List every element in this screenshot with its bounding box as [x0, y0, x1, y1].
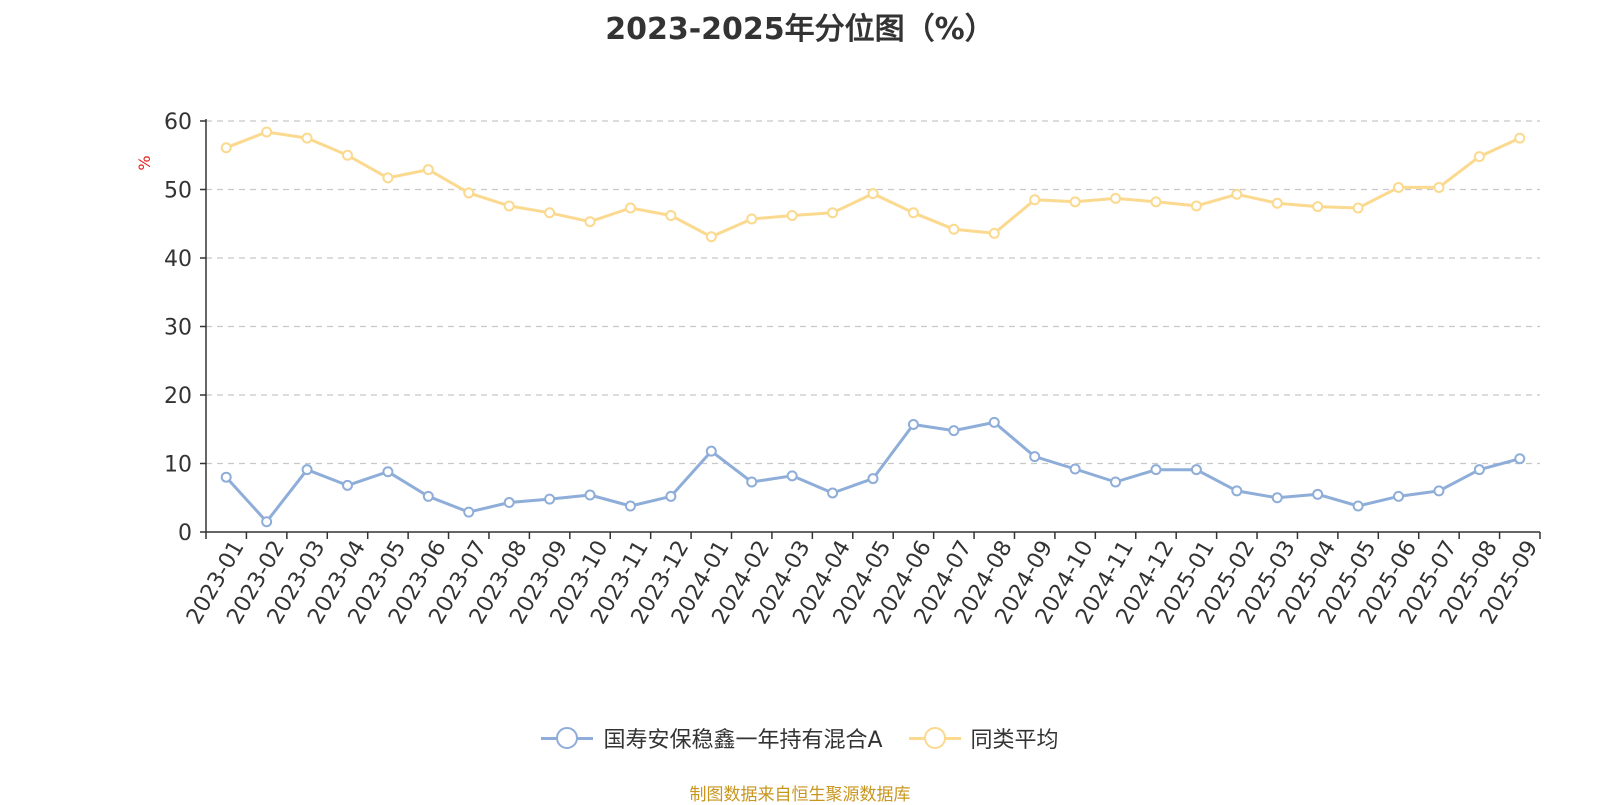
source-note: 制图数据来自恒生聚源数据库 — [689, 785, 911, 805]
series-layer — [220, 126, 1526, 528]
axes: 01020304050602023-012023-022023-032023-0… — [164, 110, 1543, 629]
y-tick-label-30: 30 — [164, 316, 192, 341]
point-1-2023-06 — [422, 164, 434, 176]
point-1-2023-03 — [301, 132, 313, 144]
y-tick-label-10: 10 — [164, 453, 192, 478]
point-1-2024-06 — [907, 207, 919, 219]
point-1-2024-04 — [827, 207, 839, 219]
point-0-2023-03 — [301, 464, 313, 476]
point-1-2025-04 — [1312, 201, 1324, 213]
point-0-2023-08 — [503, 497, 515, 509]
point-0-2023-06 — [422, 490, 434, 502]
point-0-2023-07 — [463, 506, 475, 518]
point-1-2024-11 — [1110, 192, 1122, 204]
point-1-2024-12 — [1150, 196, 1162, 208]
point-0-2023-04 — [341, 479, 353, 491]
point-0-2025-01 — [1190, 464, 1202, 476]
grid-lines — [206, 120, 1540, 465]
legend-swatch-average — [908, 725, 961, 751]
point-0-2024-02 — [746, 476, 758, 488]
legend: 国寿安保稳鑫一年持有混合A 同类平均 — [0, 722, 1600, 754]
series-line-1 — [225, 130, 1521, 239]
chart-title: 2023-2025年分位图（%） — [605, 12, 995, 47]
legend-swatch-fund — [541, 725, 594, 751]
point-0-2023-12 — [665, 490, 677, 502]
point-1-2024-01 — [705, 231, 717, 243]
point-1-2025-08 — [1473, 151, 1485, 163]
point-0-2024-06 — [907, 418, 919, 430]
point-0-2025-07 — [1433, 485, 1445, 497]
point-0-2023-01 — [220, 471, 232, 483]
point-1-2025-09 — [1514, 132, 1526, 144]
point-1-2025-01 — [1190, 200, 1202, 212]
point-0-2025-02 — [1231, 485, 1243, 497]
point-1-2025-02 — [1231, 188, 1243, 200]
y-tick-label-0: 0 — [178, 521, 192, 546]
point-1-2024-09 — [1029, 194, 1041, 206]
legend-item-average[interactable]: 同类平均 — [908, 722, 1059, 754]
point-0-2023-10 — [584, 489, 596, 501]
point-0-2023-11 — [624, 500, 636, 512]
series-line-0 — [225, 420, 1521, 524]
point-0-2025-03 — [1271, 492, 1283, 504]
point-0-2024-09 — [1029, 451, 1041, 463]
legend-item-fund[interactable]: 国寿安保稳鑫一年持有混合A — [541, 722, 883, 754]
y-tick-label-40: 40 — [164, 247, 192, 272]
point-1-2024-05 — [867, 188, 879, 200]
point-1-2023-11 — [624, 202, 636, 214]
point-0-2024-01 — [705, 445, 717, 457]
point-1-2024-08 — [988, 227, 1000, 239]
point-0-2024-08 — [988, 416, 1000, 428]
point-1-2025-06 — [1393, 181, 1405, 193]
point-0-2025-09 — [1514, 453, 1526, 465]
y-tick-label-50: 50 — [164, 179, 192, 204]
point-0-2025-06 — [1393, 490, 1405, 502]
point-1-2023-04 — [341, 149, 353, 161]
point-1-2024-10 — [1069, 196, 1081, 208]
point-1-2025-03 — [1271, 197, 1283, 209]
point-1-2024-03 — [786, 210, 798, 222]
y-tick-label-60: 60 — [164, 110, 192, 135]
point-0-2024-11 — [1110, 476, 1122, 488]
point-1-2023-08 — [503, 200, 515, 212]
point-0-2024-12 — [1150, 464, 1162, 476]
point-1-2024-07 — [948, 223, 960, 235]
point-0-2024-05 — [867, 473, 879, 485]
point-0-2025-08 — [1473, 464, 1485, 476]
point-0-2025-04 — [1312, 488, 1324, 500]
point-0-2024-10 — [1069, 463, 1081, 475]
point-0-2024-04 — [827, 487, 839, 499]
point-0-2023-05 — [382, 466, 394, 478]
point-1-2023-07 — [463, 187, 475, 199]
y-tick-label-20: 20 — [164, 384, 192, 409]
point-1-2025-07 — [1433, 181, 1445, 193]
point-1-2023-09 — [544, 207, 556, 219]
point-0-2024-03 — [786, 470, 798, 482]
point-1-2023-12 — [665, 210, 677, 222]
point-1-2025-05 — [1352, 202, 1364, 214]
y-axis-unit: % — [135, 155, 154, 170]
point-0-2023-02 — [261, 516, 273, 528]
point-1-2023-02 — [261, 126, 273, 138]
point-0-2023-09 — [544, 493, 556, 505]
legend-label-average: 同类平均 — [970, 728, 1059, 753]
point-1-2023-10 — [584, 216, 596, 228]
legend-label-fund: 国寿安保稳鑫一年持有混合A — [603, 728, 883, 753]
point-0-2025-05 — [1352, 500, 1364, 512]
point-1-2024-02 — [746, 213, 758, 225]
point-0-2024-07 — [948, 425, 960, 437]
point-1-2023-05 — [382, 172, 394, 184]
point-1-2023-01 — [220, 142, 232, 154]
